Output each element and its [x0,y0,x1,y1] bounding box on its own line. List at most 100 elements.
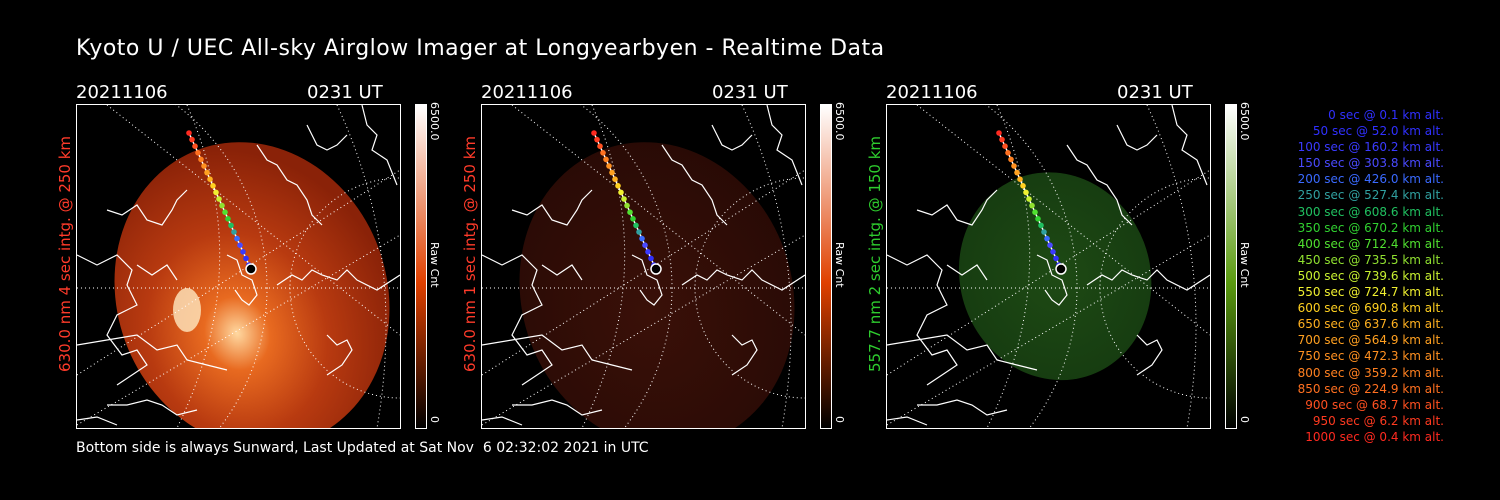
trajectory-point [999,136,1005,143]
trajectory-point [222,209,228,215]
legend-entry: 900 sec @ 68.7 km alt. [1305,397,1444,412]
trajectory-point [627,209,633,215]
legend-entry: 1000 sec @ 0.4 km alt. [1305,429,1444,444]
colorbar [820,104,832,429]
legend-entry: 500 sec @ 739.6 km alt. [1297,268,1444,283]
geo-grid [482,105,805,428]
trajectory-point [225,216,231,222]
panel-date: 20211106 [481,82,573,103]
trajectory-point [240,249,246,255]
trajectory-point [210,183,216,189]
trajectory-point [633,222,639,229]
trajectory-point [228,222,234,229]
trajectory-point [1053,255,1059,262]
trajectory-point [204,169,210,176]
panel-filter-label: 630.0 nm 1 sec intg. @ 250 km [461,135,479,372]
trajectory-point [192,143,198,149]
allsky-image-panel [76,104,401,429]
trajectory-point [624,202,630,209]
trajectory-point [603,156,609,163]
bright-aurora-patch [173,288,201,332]
legend-entry: 400 sec @ 712.4 km alt. [1297,236,1444,251]
trajectory-point [1008,156,1014,163]
trajectory-point [996,130,1002,136]
geo-grid [77,105,400,428]
trajectory-point [243,255,249,262]
trajectory-point [612,176,618,182]
legend-entry: 650 sec @ 637.6 km alt. [1297,317,1444,332]
page-title: Kyoto U / UEC All-sky Airglow Imager at … [76,36,885,61]
geo-grid [887,105,1210,428]
trajectory-point [594,136,600,143]
colorbar-unit: Raw Cnt [833,242,846,288]
legend-entry: 0 sec @ 0.1 km alt. [1328,108,1444,122]
trajectory-point [645,249,651,255]
trajectory-point [186,130,192,136]
legend-entry: 250 sec @ 527.4 km alt. [1297,188,1444,203]
legend-entry: 950 sec @ 6.2 km alt. [1312,413,1444,428]
colorbar [415,104,427,429]
coastline [887,105,1210,426]
legend-entry: 450 sec @ 735.5 km alt. [1297,252,1444,267]
trajectory-point [195,150,201,156]
trajectory-point [1020,183,1026,189]
trajectory-point [648,255,654,262]
legend-entry: 700 sec @ 564.9 km alt. [1297,333,1444,348]
trajectory-point [1014,169,1020,176]
colorbar-min: 0 [428,416,441,423]
trajectory-point [639,235,645,242]
colorbar [1225,104,1237,429]
coastline [482,105,805,426]
legend-entry: 300 sec @ 608.6 km alt. [1297,204,1444,219]
trajectory-point [1029,202,1035,209]
trajectory-point [1041,229,1047,235]
trajectory-point [1035,216,1041,222]
trajectory-point [1005,150,1011,156]
legend-entry: 350 sec @ 670.2 km alt. [1297,220,1444,235]
trajectory-point [231,229,237,235]
trajectory-point [216,196,222,202]
panel-time: 0231 UT [307,82,383,103]
trajectory-point [189,136,195,143]
allsky-image-panel [886,104,1211,429]
footer-status: Bottom side is always Sunward, Last Upda… [76,440,649,456]
trajectory-point [213,189,219,196]
trajectory-point [600,150,606,156]
trajectory-point [1047,242,1053,248]
colorbar-max: 6500.0 [1238,102,1251,141]
panel-date: 20211106 [886,82,978,103]
launch-site-marker [1055,263,1067,275]
legend-entry: 600 sec @ 690.8 km alt. [1297,301,1444,316]
legend-entry: 550 sec @ 724.7 km alt. [1297,285,1444,300]
colorbar-min: 0 [833,416,846,423]
panel-date: 20211106 [76,82,168,103]
legend-entry: 800 sec @ 359.2 km alt. [1297,365,1444,380]
trajectory-point [1002,143,1008,149]
colorbar-max: 6500.0 [833,102,846,141]
trajectory-point [1038,222,1044,229]
trajectory-point [618,189,624,196]
trajectory-point [198,156,204,163]
allsky-image-panel [481,104,806,429]
colorbar-min: 0 [1238,416,1251,423]
trajectory-point [219,202,225,209]
trajectory-point [237,242,243,248]
trajectory-point [642,242,648,248]
panel-filter-label: 557.7 nm 2 sec intg. @ 150 km [866,135,884,372]
trajectory-point [630,216,636,222]
trajectory-point [615,183,621,189]
colorbar-unit: Raw Cnt [1238,242,1251,288]
airglow-emission [519,142,795,428]
trajectory-point [201,163,207,169]
trajectory-point [609,169,615,176]
colorbar-max: 6500.0 [428,102,441,141]
legend-entry: 200 sec @ 426.0 km alt. [1297,172,1444,187]
trajectory-point [1011,163,1017,169]
launch-site-marker [245,263,257,275]
trajectory-point [636,229,642,235]
trajectory-point [1050,249,1056,255]
trajectory-point [1044,235,1050,242]
trajectory-point [207,176,213,182]
trajectory-point [234,235,240,242]
trajectory-point [591,130,597,136]
